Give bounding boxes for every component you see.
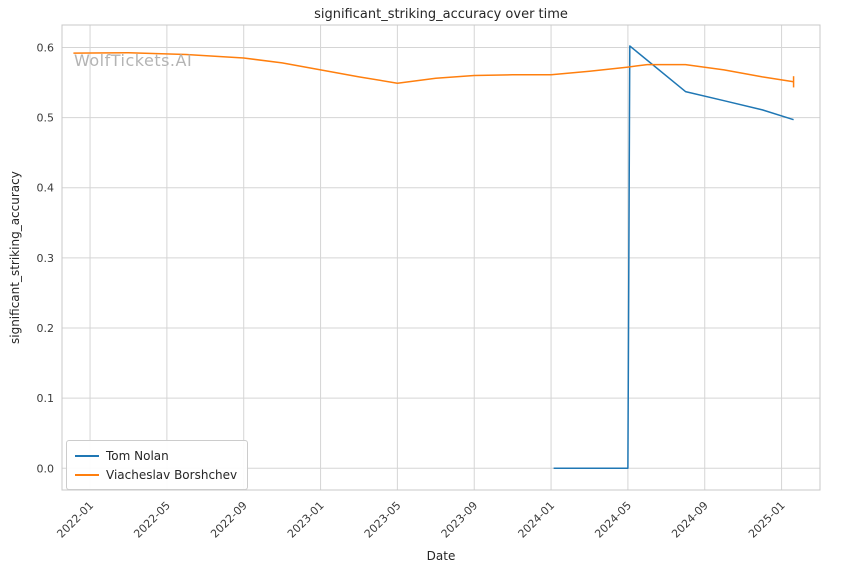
x-tick-label: 2023-05 bbox=[362, 499, 404, 541]
y-tick-label: 0.6 bbox=[37, 41, 55, 54]
chart-title: significant_striking_accuracy over time bbox=[314, 7, 568, 22]
series-line-viacheslav-borshchev bbox=[73, 51, 794, 84]
x-tick-label: 2022-05 bbox=[131, 499, 173, 541]
y-axis-label: significant_striking_accuracy bbox=[8, 171, 22, 344]
y-tick-label: 0.2 bbox=[37, 322, 55, 335]
legend-label-viacheslav-borshchev: Viacheslav Borshchev bbox=[106, 467, 238, 482]
x-tick-label: 2025-01 bbox=[746, 499, 788, 541]
y-tick-label: 0.0 bbox=[37, 462, 55, 475]
series bbox=[73, 45, 795, 470]
x-tick-label: 2024-05 bbox=[592, 499, 634, 541]
y-tick-labels: 0.0 0.1 0.2 0.3 0.4 0.5 0.6 bbox=[37, 41, 55, 475]
y-tick-label: 0.1 bbox=[37, 392, 55, 405]
legend-label-tom-nolan: Tom Nolan bbox=[106, 448, 169, 463]
legend-item-viacheslav-borshchev: Viacheslav Borshchev bbox=[75, 465, 237, 484]
x-tick-labels: 2022-01 2022-05 2022-09 2023-01 2023-05 2023-… bbox=[54, 499, 787, 541]
x-tick-label: 2024-01 bbox=[515, 499, 557, 541]
watermark: WolfTickets.AI bbox=[74, 51, 193, 70]
x-axis-label: Date bbox=[426, 549, 456, 563]
x-tick-label: 2022-01 bbox=[54, 499, 96, 541]
series-line-tom-nolan bbox=[553, 45, 794, 470]
y-tick-label: 0.4 bbox=[37, 182, 55, 195]
y-tick-label: 0.3 bbox=[37, 252, 55, 265]
plot-border bbox=[61, 24, 821, 491]
x-tick-label: 2024-09 bbox=[669, 499, 711, 541]
legend-item-tom-nolan: Tom Nolan bbox=[75, 446, 237, 465]
legend-swatch-viacheslav-borshchev bbox=[75, 473, 99, 476]
legend: Tom Nolan Viacheslav Borshchev bbox=[66, 440, 249, 490]
grid bbox=[62, 25, 820, 490]
x-tick-label: 2023-09 bbox=[439, 499, 481, 541]
y-tick-label: 0.5 bbox=[37, 112, 55, 125]
x-tick-label: 2022-09 bbox=[208, 499, 250, 541]
x-tick-label: 2023-01 bbox=[285, 499, 327, 541]
legend-swatch-tom-nolan bbox=[75, 454, 99, 457]
